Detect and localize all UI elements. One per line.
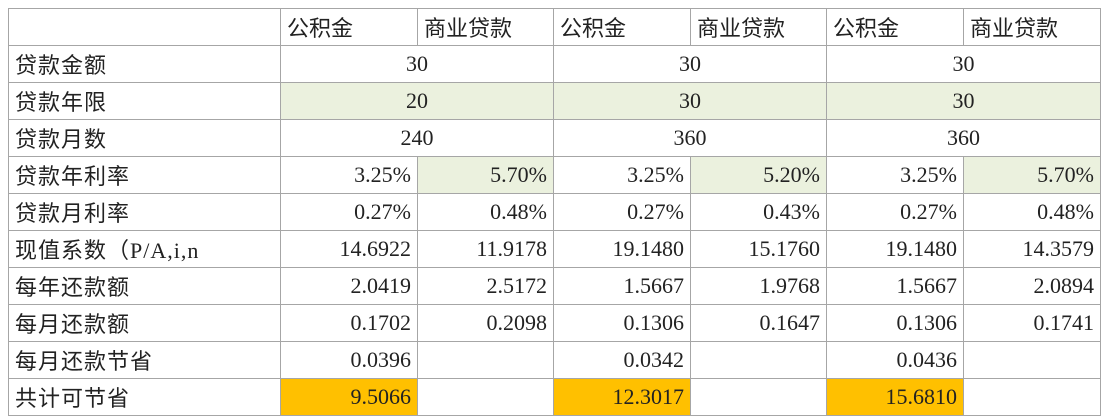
merged-cell: 360 <box>553 119 827 157</box>
empty-cell <box>417 341 554 379</box>
value-cell: 0.48% <box>963 193 1101 231</box>
value-cell: 0.0436 <box>826 341 964 379</box>
column-header: 公积金 <box>280 8 418 46</box>
column-header: 商业贷款 <box>417 8 554 46</box>
merged-cell: 240 <box>280 119 554 157</box>
value-cell: 0.1306 <box>553 304 691 342</box>
value-cell: 1.5667 <box>826 267 964 305</box>
table-row: 每年还款额 2.0419 2.5172 1.5667 1.9768 1.5667 2.089… <box>8 267 1101 305</box>
value-cell: 0.1702 <box>280 304 418 342</box>
row-label: 每月还款节省 <box>8 341 281 379</box>
value-cell: 0.27% <box>553 193 691 231</box>
row-label: 贷款月利率 <box>8 193 281 231</box>
value-cell: 14.3579 <box>963 230 1101 268</box>
merged-cell: 30 <box>280 45 554 83</box>
value-cell: 0.27% <box>280 193 418 231</box>
empty-cell <box>963 378 1101 416</box>
row-label: 每年还款额 <box>8 267 281 305</box>
empty-cell <box>963 341 1101 379</box>
row-label: 每月还款额 <box>8 304 281 342</box>
table-row: 贷款月数 240 360 360 <box>8 119 1101 157</box>
table-row: 贷款年限 20 30 30 <box>8 82 1101 120</box>
value-cell: 15.1760 <box>690 230 827 268</box>
value-cell: 2.0894 <box>963 267 1101 305</box>
table-row: 贷款金额 30 30 30 <box>8 45 1101 83</box>
value-cell: 19.1480 <box>826 230 964 268</box>
row-label: 共计可节省 <box>8 378 281 416</box>
value-cell: 0.48% <box>417 193 554 231</box>
value-cell: 2.5172 <box>417 267 554 305</box>
value-cell: 0.0342 <box>553 341 691 379</box>
row-label: 现值系数（P/A,i,n <box>8 230 281 268</box>
merged-cell: 30 <box>826 45 1101 83</box>
corner-cell <box>8 8 281 46</box>
value-cell: 19.1480 <box>553 230 691 268</box>
value-cell: 0.1741 <box>963 304 1101 342</box>
value-cell: 3.25% <box>280 156 418 194</box>
value-cell: 14.6922 <box>280 230 418 268</box>
value-cell: 5.20% <box>690 156 827 194</box>
value-cell: 1.9768 <box>690 267 827 305</box>
empty-cell <box>417 378 554 416</box>
empty-cell <box>690 341 827 379</box>
row-label: 贷款年利率 <box>8 156 281 194</box>
empty-cell <box>690 378 827 416</box>
value-cell: 12.3017 <box>553 378 691 416</box>
column-header: 商业贷款 <box>963 8 1101 46</box>
value-cell: 9.5066 <box>280 378 418 416</box>
value-cell: 0.27% <box>826 193 964 231</box>
table-row: 每月还款节省 0.0396 0.0342 0.0436 <box>8 341 1101 379</box>
merged-cell: 30 <box>826 82 1101 120</box>
value-cell: 5.70% <box>963 156 1101 194</box>
value-cell: 0.2098 <box>417 304 554 342</box>
value-cell: 0.0396 <box>280 341 418 379</box>
loan-table: 公积金 商业贷款 公积金 商业贷款 公积金 商业贷款 贷款金额 30 30 30 贷款年限 20 30 3… <box>8 8 1101 416</box>
value-cell: 11.9178 <box>417 230 554 268</box>
merged-cell: 360 <box>826 119 1101 157</box>
row-label: 贷款月数 <box>8 119 281 157</box>
value-cell: 1.5667 <box>553 267 691 305</box>
value-cell: 2.0419 <box>280 267 418 305</box>
value-cell: 15.6810 <box>826 378 964 416</box>
column-header: 公积金 <box>826 8 964 46</box>
header-row: 公积金 商业贷款 公积金 商业贷款 公积金 商业贷款 <box>8 8 1101 46</box>
table-body: 公积金 商业贷款 公积金 商业贷款 公积金 商业贷款 贷款金额 30 30 30 贷款年限 20 30 3… <box>8 8 1101 416</box>
value-cell: 5.70% <box>417 156 554 194</box>
table-row: 每月还款额 0.1702 0.2098 0.1306 0.1647 0.1306 0.174… <box>8 304 1101 342</box>
value-cell: 3.25% <box>826 156 964 194</box>
table-row: 贷款年利率 3.25% 5.70% 3.25% 5.20% 3.25% 5.70% <box>8 156 1101 194</box>
value-cell: 3.25% <box>553 156 691 194</box>
table-row: 现值系数（P/A,i,n 14.6922 11.9178 19.1480 15.1760… <box>8 230 1101 268</box>
table-row: 贷款月利率 0.27% 0.48% 0.27% 0.43% 0.27% 0.48% <box>8 193 1101 231</box>
row-label: 贷款年限 <box>8 82 281 120</box>
value-cell: 0.1306 <box>826 304 964 342</box>
value-cell: 0.43% <box>690 193 827 231</box>
column-header: 公积金 <box>553 8 691 46</box>
column-header: 商业贷款 <box>690 8 827 46</box>
merged-cell: 30 <box>553 82 827 120</box>
table-row: 共计可节省 9.5066 12.3017 15.6810 <box>8 378 1101 416</box>
merged-cell: 30 <box>553 45 827 83</box>
merged-cell: 20 <box>280 82 554 120</box>
value-cell: 0.1647 <box>690 304 827 342</box>
row-label: 贷款金额 <box>8 45 281 83</box>
